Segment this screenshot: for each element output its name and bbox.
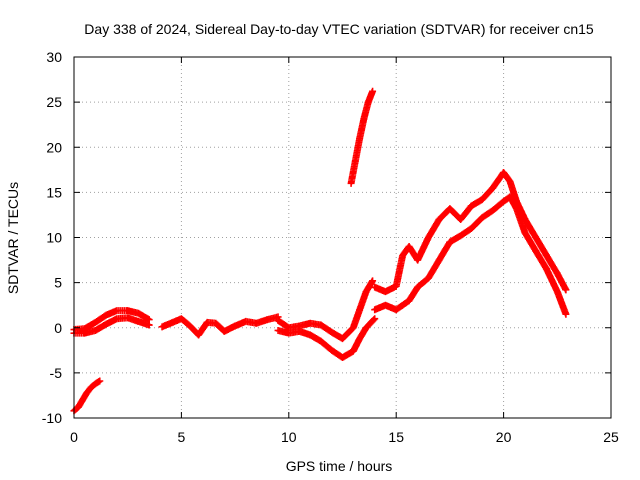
y-tick-label: 15 [46,184,62,200]
x-tick-label: 20 [496,429,512,445]
data-point [370,316,378,324]
y-tick-label: 30 [46,49,62,65]
y-tick-label: 25 [46,94,62,110]
x-tick-label: 0 [70,429,78,445]
x-tick-label: 15 [388,429,404,445]
y-tick-label: 0 [54,320,62,336]
series-late-lower [371,193,570,318]
x-tick-label: 10 [281,429,297,445]
series-mid-lower [274,315,379,362]
data-points [70,87,570,415]
data-point [369,277,377,285]
y-tick-label: 20 [46,139,62,155]
data-point [562,286,570,294]
data-point [369,87,377,95]
chart-title: Day 338 of 2024, Sidereal Day-to-day VTE… [84,21,594,37]
series-mid-segments [158,313,282,339]
x-tick-label: 5 [178,429,186,445]
y-tick-label: 5 [54,275,62,291]
y-axis-label: SDTVAR / TECUs [5,182,21,294]
grid [74,57,611,418]
data-point [145,321,153,329]
y-tick-label: 10 [46,230,62,246]
x-tick-label: 25 [603,429,619,445]
x-axis: 0 5 10 15 20 25 [70,57,619,445]
y-axis: -10 -5 0 5 10 15 20 25 30 [42,49,611,426]
data-point [96,377,104,385]
series-early-upper [70,307,153,334]
series-mid-upper [274,277,377,343]
data-point [371,315,379,323]
y-tick-label: -10 [42,410,62,426]
series-early-negative [70,377,104,415]
series-spike [347,87,377,187]
y-tick-label: -5 [50,365,63,381]
data-point [562,310,570,318]
x-axis-label: GPS time / hours [286,458,393,474]
